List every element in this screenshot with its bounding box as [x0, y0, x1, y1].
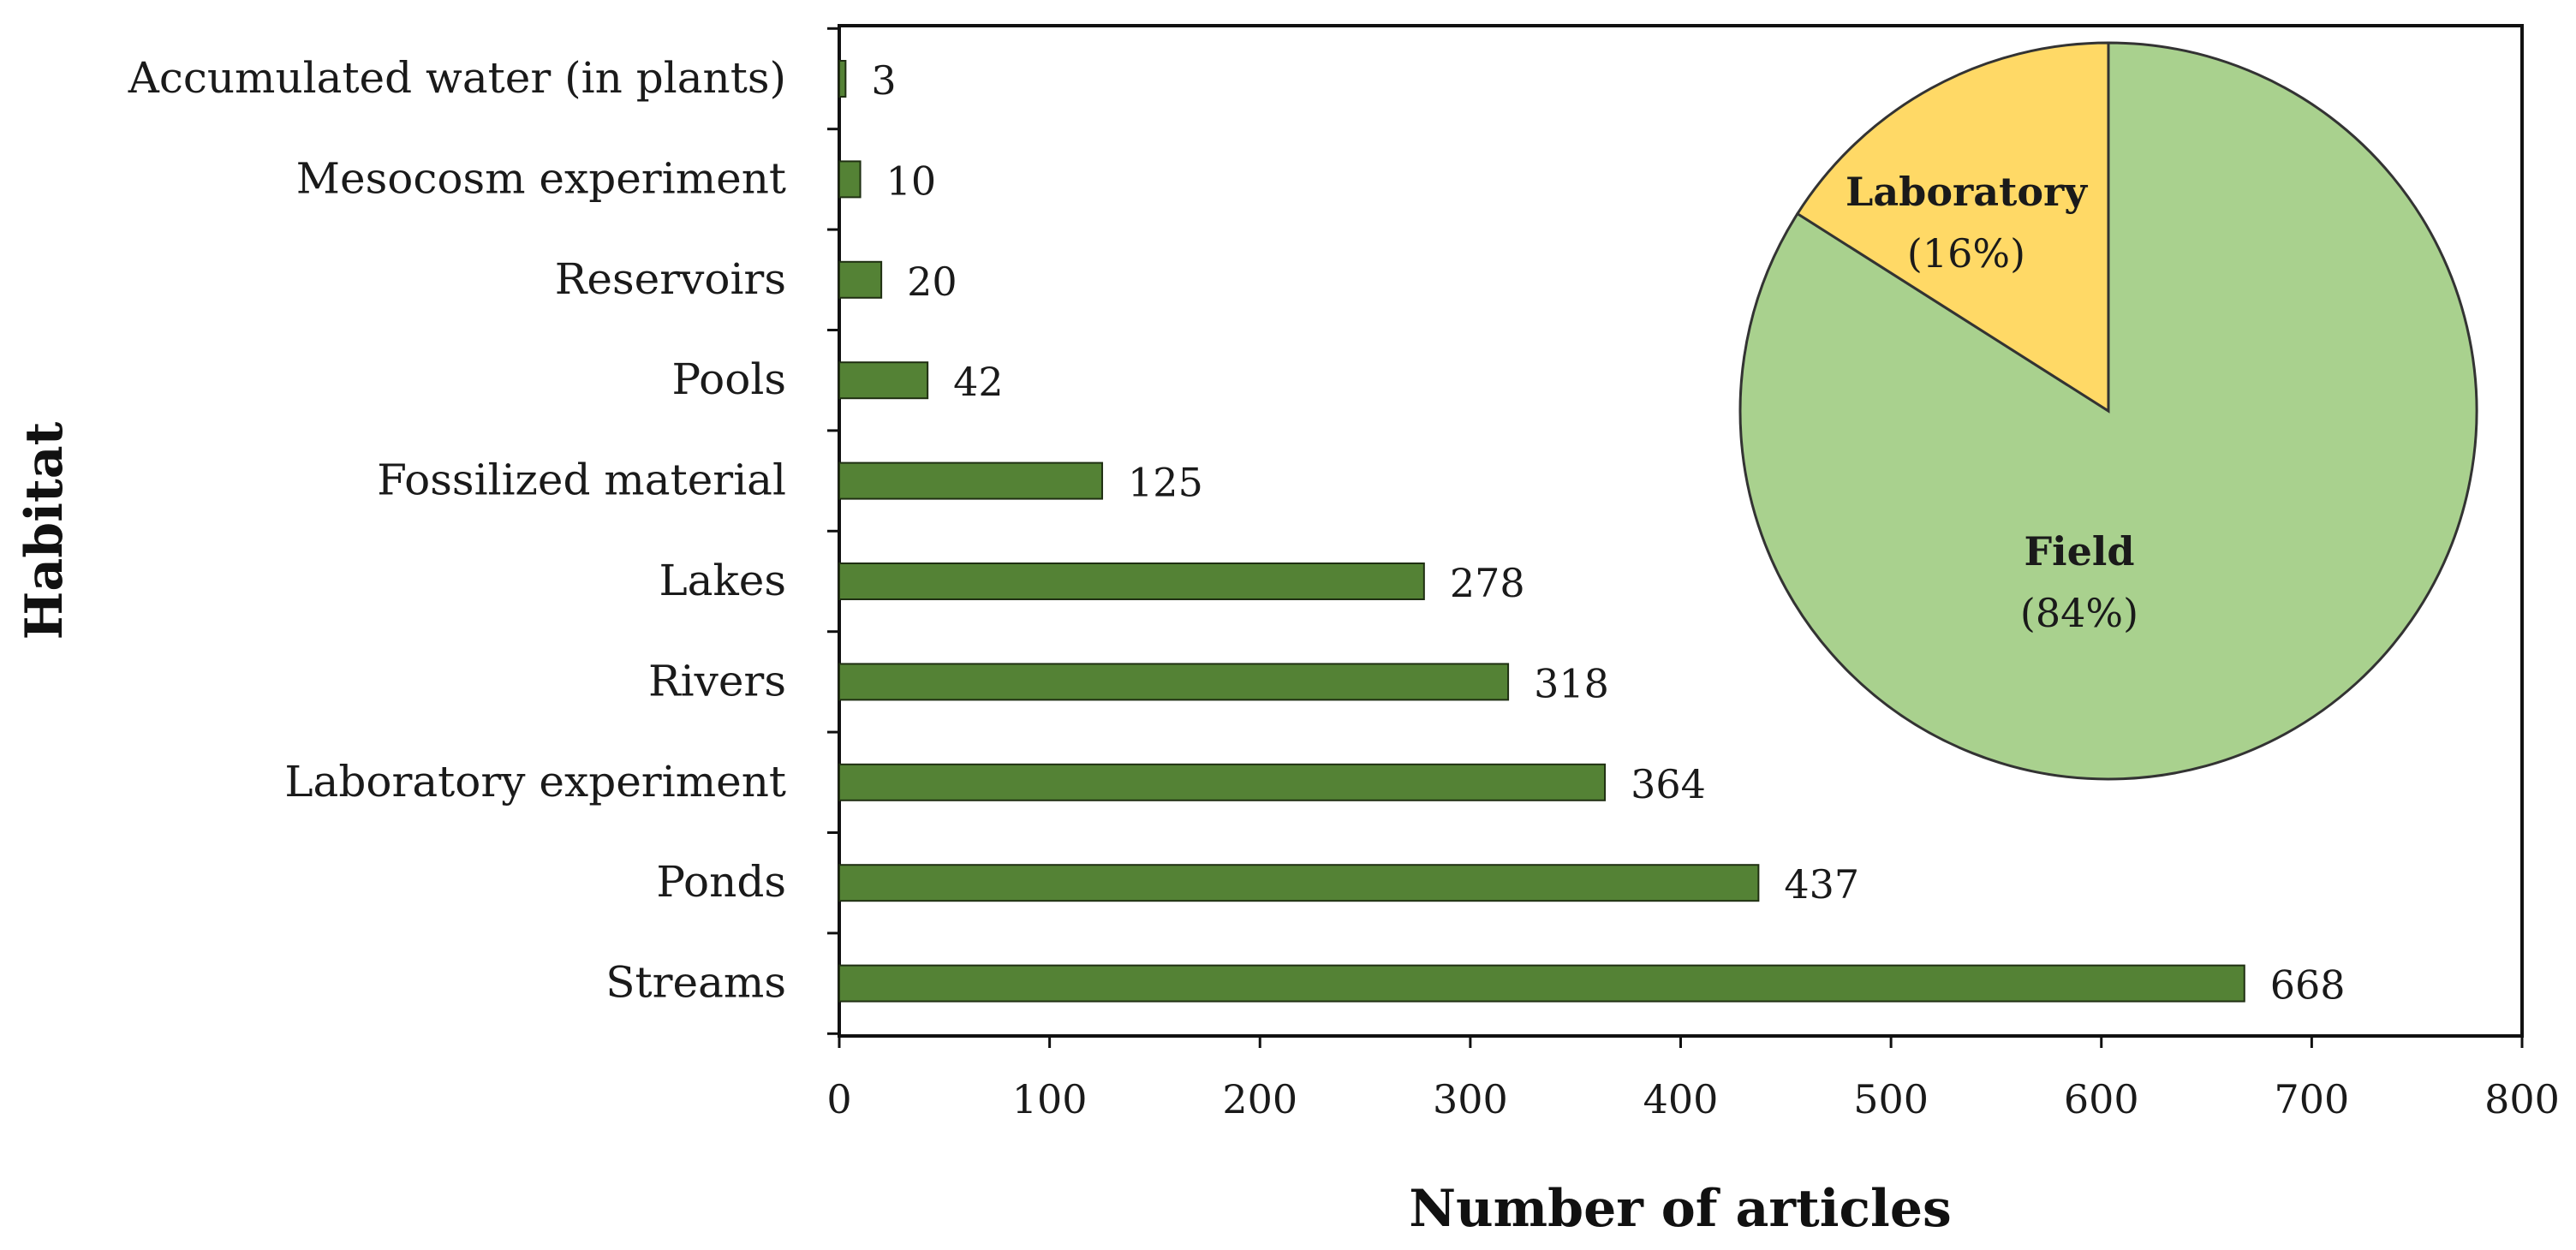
x-tick-label: 400 [1643, 1076, 1719, 1122]
x-axis-title: Number of articles [1409, 1179, 1952, 1239]
inset-pie-chart: Field (84%) Laboratory (16%) [1738, 41, 2478, 781]
x-axis-ticks [838, 1036, 2524, 1048]
value-label: 125 [1128, 460, 1203, 506]
category-labels: Accumulated water (in plants) Mesocosm ex… [128, 53, 786, 1008]
x-tick-label: 500 [1853, 1076, 1929, 1122]
value-label: 10 [886, 158, 937, 204]
value-label: 278 [1450, 560, 1525, 606]
category-label: Accumulated water (in plants) [128, 53, 786, 103]
category-label: Streams [605, 958, 786, 1008]
bars [838, 60, 2245, 1003]
x-tick-label: 300 [1433, 1076, 1508, 1122]
bar-ponds [838, 864, 1760, 902]
value-label: 42 [953, 359, 1004, 405]
category-label: Ponds [656, 857, 786, 907]
pie-slice-laboratory [1795, 41, 2110, 414]
y-axis-title: Habitat [15, 421, 75, 640]
value-labels: 3 10 20 42 125 278 318 364 437 668 [871, 57, 2345, 1009]
category-label: Fossilized material [377, 455, 786, 505]
value-label: 668 [2270, 962, 2346, 1009]
value-label: 437 [1784, 861, 1859, 908]
value-label: 318 [1534, 660, 1609, 706]
bar-fossilized-material [838, 461, 1104, 500]
bar-pools [838, 361, 929, 400]
x-tick-label: 100 [1012, 1076, 1088, 1122]
bar-lakes [838, 562, 1425, 600]
category-label: Reservoirs [555, 254, 786, 304]
y-axis-ticks [827, 27, 839, 1035]
value-label: 20 [907, 259, 957, 305]
pie-percent-laboratory: (16%) [1907, 230, 2025, 277]
value-label: 364 [1631, 761, 1706, 807]
bar-accumulated-water-in-plants [838, 60, 847, 98]
category-label: Laboratory experiment [284, 757, 786, 807]
bar-mesocosm-experiment [838, 160, 862, 199]
x-tick-label: 700 [2274, 1076, 2349, 1122]
pie-percent-field: (84%) [2020, 590, 2138, 636]
x-tick-label: 800 [2484, 1076, 2560, 1122]
bar-streams [838, 964, 2245, 1003]
bar-reservoirs [838, 260, 883, 299]
bar-laboratory-experiment [838, 763, 1607, 801]
x-tick-label: 0 [826, 1076, 851, 1122]
pie-label-laboratory: Laboratory [1846, 169, 2088, 215]
value-label: 3 [871, 57, 896, 104]
category-label: Mesocosm experiment [296, 153, 786, 203]
x-axis-tick-labels: 0 100 200 300 400 500 600 700 800 [826, 1076, 2560, 1122]
category-label: Lakes [659, 556, 786, 605]
category-label: Pools [672, 354, 786, 404]
pie-slice-field [1738, 41, 2478, 781]
bar-rivers [838, 663, 1510, 701]
x-tick-label: 200 [1222, 1076, 1297, 1122]
category-label: Rivers [648, 656, 786, 705]
x-tick-label: 600 [2064, 1076, 2139, 1122]
pie-label-field: Field [2024, 528, 2134, 574]
